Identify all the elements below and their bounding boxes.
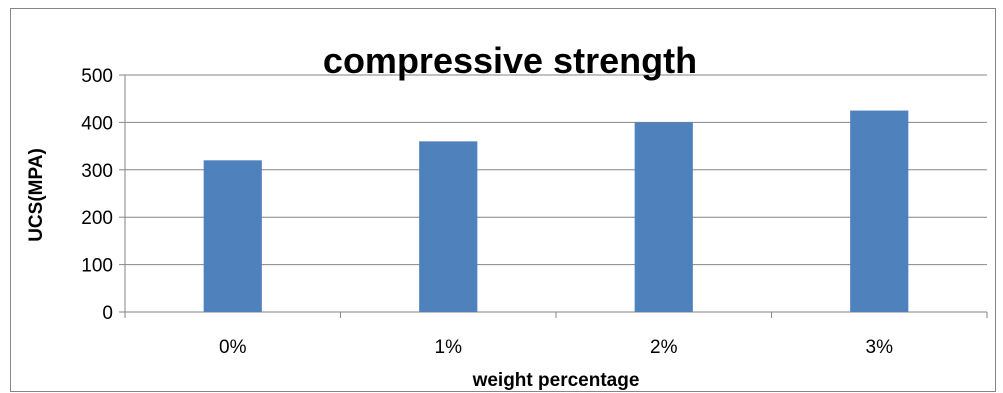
gridlines bbox=[119, 74, 988, 318]
bar bbox=[203, 160, 262, 312]
x-tick-labels: 0% 1% 2% 3% bbox=[219, 337, 893, 358]
y-axis-title: UCS(MPA) bbox=[26, 148, 47, 242]
y-tick-label: 200 bbox=[81, 208, 113, 229]
y-tick-label: 500 bbox=[81, 66, 113, 87]
bar bbox=[419, 141, 478, 312]
bar bbox=[634, 122, 693, 313]
y-tick-label: 400 bbox=[81, 113, 113, 134]
bar bbox=[850, 110, 909, 312]
y-tick-label: 300 bbox=[81, 161, 113, 182]
x-tick-label: 1% bbox=[435, 337, 463, 358]
x-tick-label: 0% bbox=[219, 337, 247, 358]
x-tick-label: 2% bbox=[650, 337, 678, 358]
chart-frame bbox=[10, 8, 996, 392]
x-axis-title: weight percentage bbox=[472, 370, 640, 391]
chart-title: compressive strength bbox=[323, 40, 697, 81]
x-tick-label: 3% bbox=[866, 337, 894, 358]
y-tick-labels: 0 100 200 300 400 500 bbox=[81, 66, 113, 324]
y-tick-label: 0 bbox=[102, 303, 113, 324]
y-tick-label: 100 bbox=[81, 256, 113, 277]
bars bbox=[203, 110, 909, 313]
